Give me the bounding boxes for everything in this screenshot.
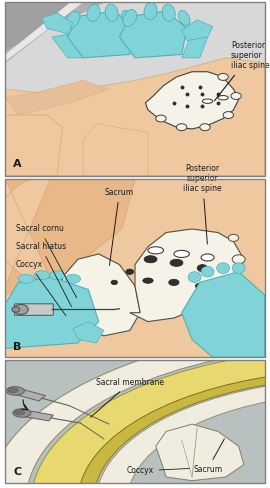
Polygon shape bbox=[68, 11, 135, 58]
Polygon shape bbox=[5, 58, 265, 176]
Polygon shape bbox=[62, 254, 140, 336]
Ellipse shape bbox=[232, 263, 245, 273]
Polygon shape bbox=[145, 72, 239, 129]
Circle shape bbox=[13, 408, 31, 417]
Polygon shape bbox=[182, 34, 208, 58]
Text: Posterior
superior
iliac spine: Posterior superior iliac spine bbox=[214, 41, 269, 101]
Wedge shape bbox=[32, 350, 270, 488]
Ellipse shape bbox=[66, 11, 80, 28]
Polygon shape bbox=[182, 272, 265, 357]
Circle shape bbox=[223, 112, 234, 119]
Ellipse shape bbox=[105, 4, 118, 21]
Polygon shape bbox=[182, 20, 213, 41]
Circle shape bbox=[232, 278, 245, 287]
Ellipse shape bbox=[170, 259, 183, 266]
Ellipse shape bbox=[218, 96, 228, 100]
Circle shape bbox=[231, 93, 241, 100]
Text: Coccyx: Coccyx bbox=[16, 260, 66, 316]
Polygon shape bbox=[0, 176, 52, 286]
Polygon shape bbox=[5, 277, 99, 348]
Polygon shape bbox=[5, 115, 62, 176]
Polygon shape bbox=[5, 2, 104, 51]
Circle shape bbox=[156, 115, 166, 122]
Text: C: C bbox=[13, 467, 21, 476]
Polygon shape bbox=[5, 2, 83, 61]
Polygon shape bbox=[12, 388, 45, 401]
Ellipse shape bbox=[195, 284, 204, 288]
Text: Coccyx: Coccyx bbox=[127, 467, 189, 475]
Polygon shape bbox=[42, 13, 73, 34]
Circle shape bbox=[14, 410, 25, 415]
Circle shape bbox=[200, 123, 210, 131]
Polygon shape bbox=[52, 34, 83, 58]
Polygon shape bbox=[52, 289, 88, 325]
Text: Sacral cornu: Sacral cornu bbox=[16, 224, 77, 298]
Ellipse shape bbox=[143, 278, 153, 284]
Polygon shape bbox=[5, 2, 265, 176]
Polygon shape bbox=[130, 229, 244, 322]
Ellipse shape bbox=[217, 263, 230, 273]
Ellipse shape bbox=[111, 280, 117, 285]
Text: Sacral hiatus: Sacral hiatus bbox=[16, 242, 72, 306]
Ellipse shape bbox=[87, 4, 100, 21]
Polygon shape bbox=[5, 2, 104, 63]
Ellipse shape bbox=[144, 256, 157, 263]
Polygon shape bbox=[5, 179, 135, 304]
Text: Sacrum: Sacrum bbox=[105, 188, 134, 265]
Circle shape bbox=[177, 123, 187, 131]
Circle shape bbox=[8, 388, 18, 393]
Ellipse shape bbox=[65, 274, 80, 284]
Ellipse shape bbox=[188, 272, 201, 283]
Ellipse shape bbox=[202, 99, 213, 103]
Text: B: B bbox=[13, 342, 22, 352]
Ellipse shape bbox=[197, 264, 208, 272]
Circle shape bbox=[228, 234, 239, 242]
Ellipse shape bbox=[144, 2, 157, 20]
Polygon shape bbox=[73, 322, 104, 343]
Text: A: A bbox=[13, 159, 22, 169]
Ellipse shape bbox=[201, 254, 214, 261]
Wedge shape bbox=[0, 329, 270, 488]
Ellipse shape bbox=[18, 274, 34, 284]
Ellipse shape bbox=[174, 250, 190, 258]
Ellipse shape bbox=[148, 247, 164, 254]
Circle shape bbox=[218, 74, 228, 81]
Ellipse shape bbox=[201, 266, 214, 277]
Text: Sacral membrane: Sacral membrane bbox=[90, 378, 164, 417]
Ellipse shape bbox=[169, 279, 179, 285]
Ellipse shape bbox=[49, 271, 65, 280]
Text: Posterior
superior
iliac spine: Posterior superior iliac spine bbox=[183, 163, 222, 244]
Circle shape bbox=[68, 301, 77, 307]
Polygon shape bbox=[5, 81, 109, 115]
Circle shape bbox=[76, 304, 85, 310]
Ellipse shape bbox=[123, 9, 137, 26]
Ellipse shape bbox=[126, 269, 134, 274]
Polygon shape bbox=[119, 11, 187, 58]
Circle shape bbox=[12, 307, 20, 312]
Circle shape bbox=[232, 255, 245, 264]
Ellipse shape bbox=[162, 4, 175, 21]
Ellipse shape bbox=[178, 10, 190, 26]
Polygon shape bbox=[156, 424, 244, 481]
Circle shape bbox=[6, 386, 24, 395]
Text: Sacrum: Sacrum bbox=[193, 439, 224, 474]
Wedge shape bbox=[97, 381, 270, 488]
Wedge shape bbox=[79, 373, 270, 488]
FancyBboxPatch shape bbox=[15, 304, 53, 315]
Circle shape bbox=[14, 305, 28, 314]
Polygon shape bbox=[20, 410, 53, 421]
Ellipse shape bbox=[122, 10, 133, 26]
Ellipse shape bbox=[34, 271, 49, 280]
Polygon shape bbox=[83, 124, 148, 176]
